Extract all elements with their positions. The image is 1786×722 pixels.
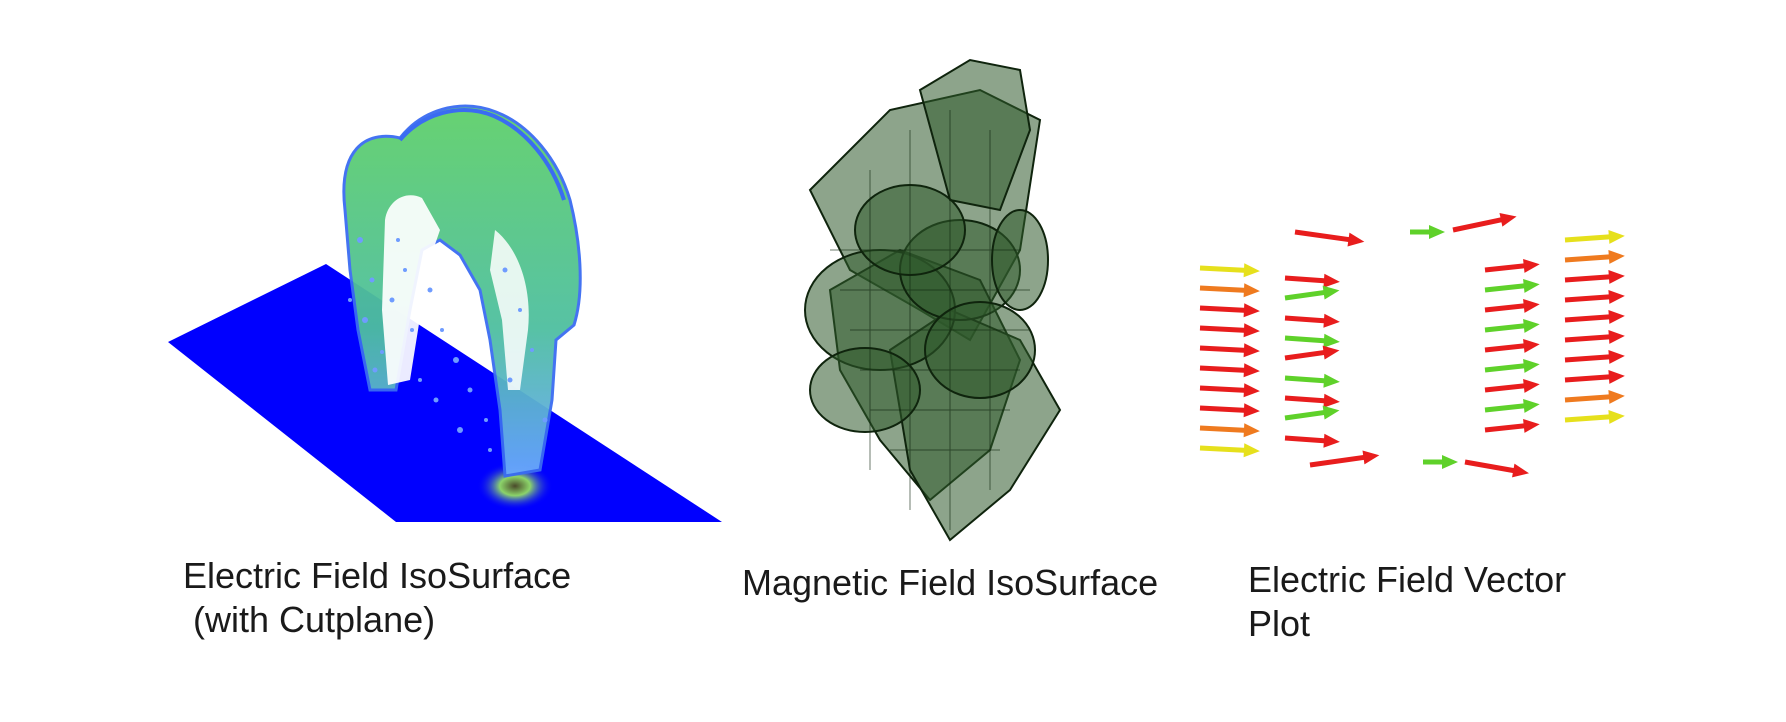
vector-arrow-43: [1464, 459, 1530, 478]
vector-arrow-23: [1484, 338, 1540, 353]
vector-arrow-16: [1284, 393, 1340, 408]
vector-arrow-26: [1484, 398, 1540, 413]
vector-arrow-2: [1199, 303, 1260, 318]
vector-arrow-12: [1284, 313, 1340, 328]
caption-electric-isosurface: Electric Field IsoSurface (with Cutplane…: [183, 554, 571, 642]
arch-ridge: [398, 108, 566, 201]
vector-arrow-30: [1564, 269, 1625, 284]
vector-arrow-1: [1199, 283, 1260, 298]
vector-plot-panel: [1185, 200, 1645, 490]
arch-cavity: [382, 195, 440, 385]
vector-arrow-27: [1484, 418, 1540, 433]
vector-arrow-5: [1199, 363, 1260, 378]
caption-line-1: Magnetic Field IsoSurface: [742, 562, 1159, 603]
magnetic-isosurface-panel: [770, 50, 1100, 560]
magnetic-isosurface-image: [804, 58, 1062, 542]
vector-arrow-9: [1199, 443, 1260, 458]
vector-arrow-15: [1284, 373, 1340, 388]
vector-arrow-40: [1452, 212, 1517, 233]
vector-arrow-34: [1564, 349, 1625, 364]
vector-arrow-39: [1410, 225, 1445, 239]
speckle-field: [348, 237, 548, 452]
vector-arrow-32: [1564, 309, 1625, 324]
vector-arrow-7: [1199, 403, 1260, 418]
lobe-6: [991, 209, 1049, 311]
arch-cavity-right: [490, 230, 529, 390]
vector-arrow-37: [1564, 409, 1625, 424]
caption-line-2: Plot: [1248, 603, 1311, 644]
vector-arrow-4: [1199, 343, 1260, 358]
vector-arrow-3: [1199, 323, 1260, 338]
vector-arrow-6: [1199, 383, 1260, 398]
vector-arrow-24: [1484, 358, 1540, 373]
vector-arrow-25: [1484, 378, 1540, 393]
caption-vector-plot: Electric Field Vector Plot: [1248, 558, 1566, 646]
caption-line-2: (with Cutplane): [183, 599, 436, 640]
vector-arrow-42: [1423, 455, 1458, 469]
electric-isosurface-panel: [160, 90, 740, 530]
vector-arrow-36: [1564, 389, 1625, 404]
electric-isosurface-image: [168, 104, 722, 522]
vector-arrow-10: [1284, 273, 1340, 288]
vector-arrow-22: [1484, 318, 1540, 333]
vector-plot-image: [1199, 212, 1625, 478]
vector-arrow-20: [1484, 278, 1540, 293]
vector-arrow-11: [1284, 285, 1340, 301]
vector-arrow-17: [1284, 405, 1340, 421]
vector-arrow-35: [1564, 369, 1625, 384]
caption-magnetic-isosurface: Magnetic Field IsoSurface: [742, 561, 1158, 605]
vector-arrow-0: [1199, 263, 1260, 278]
vector-arrow-28: [1564, 229, 1625, 244]
vector-arrow-13: [1284, 333, 1340, 348]
lobe-4: [924, 301, 1036, 399]
cutplane: [168, 264, 722, 522]
vector-arrow-19: [1484, 258, 1540, 273]
vector-arrow-18: [1284, 433, 1340, 448]
vector-arrow-14: [1284, 345, 1340, 361]
vector-arrow-29: [1564, 249, 1625, 264]
lobe-5: [809, 347, 921, 433]
vector-arrow-21: [1484, 298, 1540, 313]
vector-arrow-41: [1309, 450, 1380, 468]
vector-arrow-31: [1564, 289, 1625, 304]
vector-arrow-38: [1294, 229, 1365, 247]
caption-line-1: Electric Field Vector: [1248, 559, 1567, 600]
vector-arrow-33: [1564, 329, 1625, 344]
caption-line-1: Electric Field IsoSurface: [183, 555, 572, 596]
vector-arrow-8: [1199, 423, 1260, 438]
hotspot: [477, 462, 553, 510]
